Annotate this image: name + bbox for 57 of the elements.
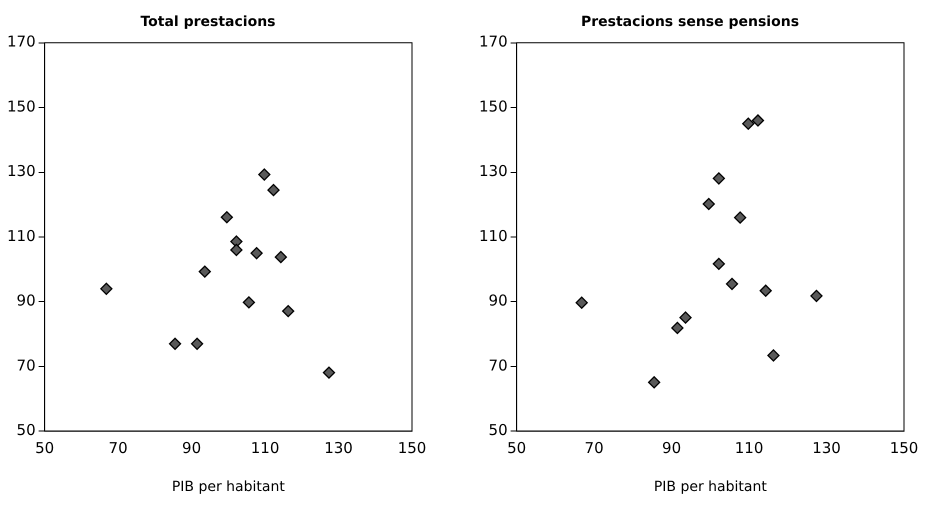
point	[752, 114, 764, 127]
x-tick-label: 110	[734, 439, 764, 458]
point	[742, 118, 754, 130]
point	[810, 290, 823, 302]
point	[100, 282, 112, 295]
y-tick-label: 150	[478, 97, 508, 116]
point	[242, 296, 256, 309]
point	[190, 338, 204, 350]
point	[576, 296, 588, 309]
point	[168, 338, 182, 350]
point	[322, 366, 336, 379]
chart-title: Prestacions sense pensions	[580, 14, 800, 30]
x-tick-label: 50	[35, 439, 54, 458]
y-tick-label: 70	[488, 356, 508, 374]
x-tick-label: 70	[108, 439, 128, 458]
y-tick-label: 110	[478, 226, 508, 245]
point	[712, 258, 725, 270]
x-tick-label: 70	[584, 439, 604, 458]
point	[702, 198, 715, 210]
point	[648, 376, 660, 388]
y-tick-label: 90	[488, 292, 508, 310]
point	[250, 247, 263, 260]
point	[760, 284, 772, 297]
x-tick-label: 50	[507, 439, 526, 458]
y-tick-label: 170	[6, 32, 36, 51]
y-tick-label: 130	[478, 162, 508, 180]
y-tick-label: 170	[478, 32, 508, 51]
chart-title: Total prestacions	[140, 14, 276, 30]
point	[274, 250, 287, 264]
y-tick-label: 130	[6, 162, 36, 180]
x-tick-label: 90	[182, 439, 202, 458]
point	[734, 211, 746, 224]
y-tick-label: 50	[16, 421, 36, 440]
point	[282, 304, 294, 318]
point	[712, 172, 725, 185]
point	[258, 168, 270, 181]
x-tick-label: 110	[250, 439, 280, 458]
point	[220, 211, 233, 224]
point	[198, 265, 211, 278]
point	[230, 244, 243, 256]
point	[671, 322, 684, 334]
x-tick-label: 150	[890, 439, 918, 458]
y-tick-label: 150	[6, 97, 36, 116]
y-tick-label: 50	[488, 421, 508, 440]
point	[767, 349, 780, 362]
y-tick-label: 90	[16, 292, 36, 310]
x-axis-title: PIB per habitant	[172, 479, 286, 496]
point	[267, 184, 280, 196]
point	[726, 278, 738, 290]
x-tick-label: 90	[662, 439, 682, 458]
x-tick-label: 130	[812, 439, 841, 458]
x-tick-label: 130	[324, 439, 353, 458]
x-tick-label: 150	[398, 439, 426, 458]
y-tick-label: 110	[6, 226, 36, 245]
x-axis-title: PIB per habitant	[654, 479, 768, 496]
y-tick-label: 70	[16, 356, 36, 374]
point	[679, 311, 692, 324]
